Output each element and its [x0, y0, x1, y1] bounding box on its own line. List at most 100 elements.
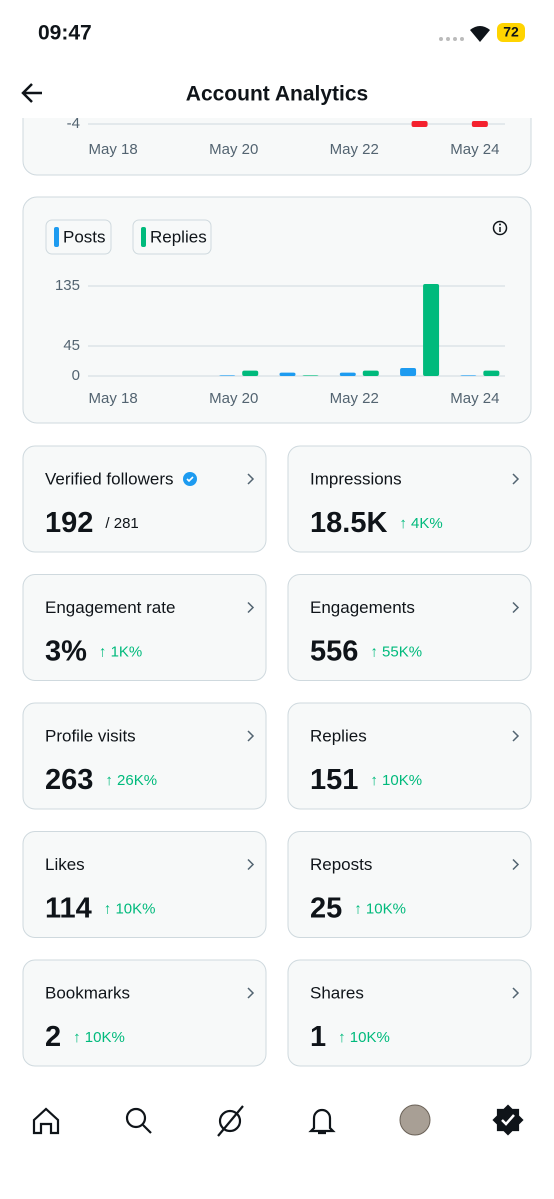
stat-change: ↑ 10K% [73, 1029, 125, 1046]
stat-value: 556 [310, 635, 358, 667]
stat-card[interactable]: Engagement rate 3% ↑ 1K% [22, 574, 267, 681]
stat-label: Replies [310, 726, 367, 745]
stat-card[interactable]: Likes 114 ↑ 10K% [22, 831, 267, 938]
stat-line: 3% ↑ 1K% [45, 635, 142, 667]
stat-line: 151 ↑ 10K% [310, 764, 422, 796]
bar [471, 121, 488, 127]
stat-value: 2 [45, 1021, 61, 1053]
chevron [247, 473, 255, 485]
bar [242, 370, 259, 376]
stat-line: 192 / 281 [45, 507, 139, 539]
stat-change: ↑ 10K% [338, 1029, 390, 1046]
stat-value: 114 [45, 892, 92, 924]
stat-card-bg [287, 831, 532, 938]
chevron [247, 601, 255, 614]
stat-value: 25 [310, 892, 342, 924]
bar [460, 375, 477, 376]
stat-change: ↑ 4K% [399, 515, 442, 532]
status-time: 09:47 [38, 22, 92, 45]
battery: 72 [503, 24, 519, 40]
nav-notifications[interactable] [308, 1108, 336, 1135]
stat-label: Likes [45, 855, 85, 874]
stat-detail: / 281 [105, 515, 138, 532]
x-tick-label: May 20 [209, 141, 258, 158]
stat-label: Verified followers [45, 469, 174, 488]
stat-card-bg [22, 959, 267, 1067]
x-tick-label: May 24 [450, 390, 499, 407]
nav-home[interactable] [32, 1107, 60, 1135]
verified-check [186, 476, 194, 483]
page-title: Account Analytics [186, 83, 368, 106]
stat-value: 1 [310, 1021, 326, 1053]
stat-card-bg [22, 445, 267, 553]
y-tick-label: -4 [67, 115, 80, 132]
stat-label: Bookmarks [45, 983, 130, 1002]
x-tick-label: May 22 [330, 141, 379, 158]
stat-change: ↑ 10K% [104, 900, 156, 917]
stat-value: 263 [45, 764, 93, 796]
y-tick-label: 135 [55, 277, 80, 294]
stat-label: Impressions [310, 469, 402, 488]
nav-search[interactable] [125, 1107, 152, 1134]
bar [423, 284, 440, 376]
bar [339, 372, 356, 376]
x-tick-label: May 20 [209, 390, 258, 407]
stat-card[interactable]: Reposts 25 ↑ 10K% [287, 831, 532, 938]
x-tick-label: May 18 [89, 141, 138, 158]
stat-card-bg [22, 702, 267, 810]
y-tick-label: 45 [63, 337, 80, 354]
info-icon[interactable] [492, 220, 508, 236]
stat-line: 1 ↑ 10K% [310, 1021, 390, 1053]
stat-card-bg [287, 574, 532, 681]
stat-line: 2 ↑ 10K% [45, 1021, 125, 1053]
stat-card-bg [287, 959, 532, 1067]
stat-line: 114 ↑ 10K% [45, 892, 156, 924]
stat-card[interactable]: Bookmarks 2 ↑ 10K% [22, 959, 267, 1067]
stat-card[interactable]: Verified followers 192 / 281 [22, 445, 267, 553]
stat-card-bg [287, 445, 532, 553]
header-bg [0, 0, 554, 118]
legend-label: Posts [63, 227, 106, 246]
stat-line: 18.5K ↑ 4K% [310, 507, 443, 539]
trend-chart: -4 May 18 May 20 May 22 May 24 [67, 115, 505, 158]
chevron [512, 473, 520, 485]
nav-profile[interactable] [399, 1104, 431, 1136]
y-tick-label: 0 [72, 367, 80, 384]
stat-value: 3% [45, 635, 87, 667]
stat-label: Engagement rate [45, 598, 175, 617]
nav-grok[interactable] [217, 1105, 244, 1137]
chevron [247, 730, 255, 742]
legend-swatch [141, 227, 146, 247]
chevron [247, 987, 255, 999]
stat-change: ↑ 55K% [370, 643, 422, 660]
x-tick-label: May 18 [89, 390, 138, 407]
chevron [512, 601, 520, 614]
status-icons [439, 23, 525, 42]
legend-chip [45, 219, 112, 255]
stat-value: 18.5K [310, 507, 387, 539]
bar [219, 375, 236, 376]
stat-change: ↑ 26K% [105, 772, 157, 789]
stat-card-bg [22, 831, 267, 938]
stat-label: Profile visits [45, 726, 136, 745]
legend-swatch [54, 227, 59, 247]
stat-grid: Verified followers 192 / 281 Impressions 18.… [22, 445, 532, 1067]
stat-card[interactable]: Engagements 556 ↑ 55K% [287, 574, 532, 681]
stat-card[interactable]: Impressions 18.5K ↑ 4K% [287, 445, 532, 553]
back-button[interactable] [21, 83, 42, 103]
chevron [247, 858, 255, 871]
premium-check [501, 1114, 515, 1126]
stat-card[interactable]: Replies 151 ↑ 10K% [287, 702, 532, 810]
bar [400, 368, 417, 376]
stat-label: Reposts [310, 855, 372, 874]
stat-card[interactable]: Profile visits 263 ↑ 26K% [22, 702, 267, 810]
chevron [512, 858, 520, 871]
stat-value: 192 [45, 507, 93, 539]
x-tick-label: May 22 [330, 390, 379, 407]
stat-card[interactable]: Shares 1 ↑ 10K% [287, 959, 532, 1067]
legend-chip [132, 219, 212, 255]
bottom-nav [32, 1104, 524, 1137]
bar [302, 375, 319, 376]
x-tick-label: May 24 [450, 141, 499, 158]
